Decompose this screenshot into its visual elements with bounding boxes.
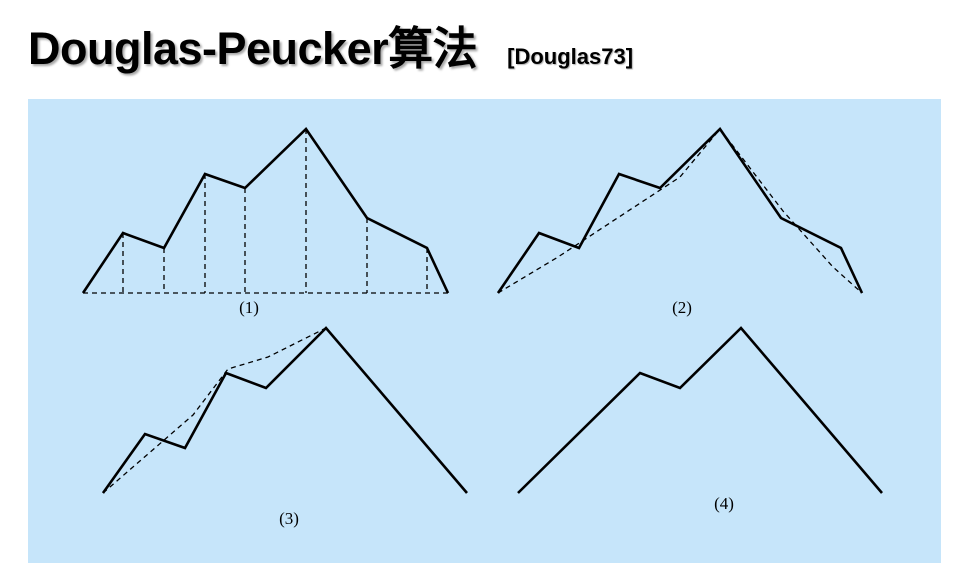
projection-lines bbox=[122, 129, 428, 293]
figure-svg: (1) (2) (3) (4) bbox=[81, 126, 883, 528]
original-polyline bbox=[496, 126, 864, 294]
dashed-approximation bbox=[497, 127, 863, 294]
subfigure-3: (3) bbox=[101, 326, 468, 528]
dashed-approximation bbox=[102, 327, 327, 494]
panel-label-4: (4) bbox=[714, 494, 734, 513]
slide-title: Douglas-Peucker算法 bbox=[28, 23, 478, 74]
panel-label-2: (2) bbox=[672, 298, 692, 317]
figure-panel: (1) (2) (3) (4) bbox=[28, 99, 941, 563]
subfigure-1: (1) bbox=[81, 126, 450, 317]
original-polyline bbox=[81, 126, 450, 294]
panel-label-1: (1) bbox=[239, 298, 259, 317]
citation: [Douglas73] bbox=[507, 44, 634, 69]
panel-label-3: (3) bbox=[279, 509, 299, 528]
title-row: Douglas-Peucker算法 [Douglas73] bbox=[28, 12, 633, 76]
subfigure-4: (4) bbox=[517, 326, 883, 513]
subfigure-2: (2) bbox=[496, 126, 864, 317]
simplified-polyline bbox=[517, 326, 883, 494]
original-polyline bbox=[101, 326, 468, 494]
